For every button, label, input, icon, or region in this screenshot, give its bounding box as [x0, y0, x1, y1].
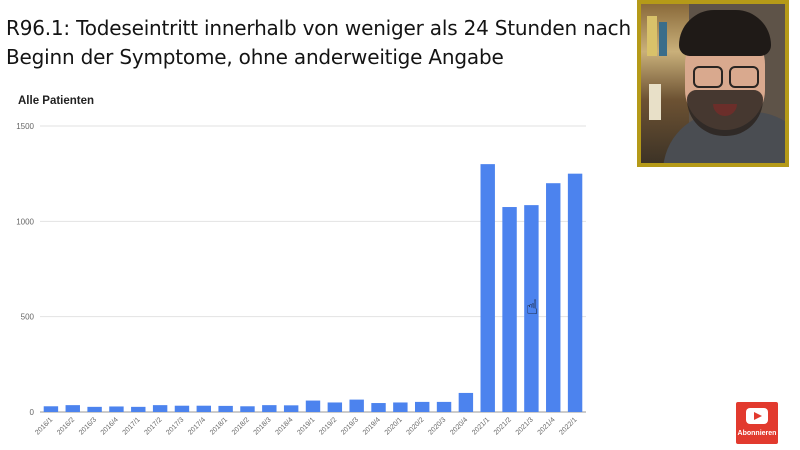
webcam-overlay: [637, 0, 789, 167]
glasses-left-lens: [693, 66, 723, 88]
x-tick-label: 2018/2: [231, 416, 251, 436]
x-tick-label: 2021/4: [537, 416, 557, 436]
x-tick-label: 2022/1: [558, 416, 578, 436]
book: [649, 84, 661, 120]
x-tick-label: 2016/1: [34, 416, 54, 436]
x-tick-label: 2019/4: [362, 416, 382, 436]
x-tick-label: 2017/3: [165, 416, 185, 436]
bar: [349, 399, 364, 412]
youtube-play-icon: [746, 408, 768, 424]
bar: [174, 405, 190, 412]
chart-title: Alle Patienten: [18, 95, 95, 107]
slide-title-line-2: Beginn der Symptome, ohne anderweitige A…: [6, 45, 504, 69]
x-tick-label: 2020/3: [427, 416, 447, 436]
x-tick-label: 2021/3: [515, 416, 535, 436]
x-tick-label: 2019/3: [340, 416, 360, 436]
bar: [546, 183, 561, 412]
bar: [109, 406, 124, 412]
bar: [262, 405, 277, 412]
x-tick-label: 2017/1: [122, 416, 142, 436]
bar: [283, 405, 299, 412]
bar: [480, 164, 495, 412]
bar: [524, 205, 539, 412]
x-tick-label: 2021/1: [471, 416, 491, 436]
book: [659, 22, 667, 56]
y-tick-label: 1000: [16, 217, 34, 226]
x-tick-label: 2017/4: [187, 416, 207, 436]
x-tick-label: 2021/2: [493, 416, 513, 436]
hand-cursor-icon: ☝: [526, 297, 539, 319]
bar: [567, 173, 583, 412]
bar: [152, 405, 168, 412]
x-tick-label: 2016/3: [78, 416, 98, 436]
bar: [65, 405, 80, 412]
x-tick-label: 2018/4: [274, 416, 294, 436]
bar: [393, 402, 408, 412]
bar: [502, 207, 517, 412]
slide-title: R96.1: Todeseintritt innerhalb von wenig…: [6, 14, 646, 72]
bar: [131, 406, 146, 412]
bar: [87, 406, 102, 412]
person-mouth: [713, 104, 737, 116]
x-tick-label: 2016/4: [100, 416, 120, 436]
book: [647, 16, 657, 56]
x-tick-label: 2019/1: [296, 416, 316, 436]
x-tick-label: 2016/2: [56, 416, 76, 436]
x-tick-label: 2017/2: [143, 416, 163, 436]
y-tick-label: 500: [21, 313, 35, 322]
y-tick-label: 1500: [16, 122, 34, 131]
y-tick-label: 0: [30, 408, 35, 417]
glasses-right-lens: [729, 66, 759, 88]
x-tick-label: 2019/2: [318, 416, 338, 436]
x-tick-label: 2018/1: [209, 416, 229, 436]
x-tick-label: 2020/1: [384, 416, 404, 436]
x-tick-label: 2018/3: [253, 416, 273, 436]
bar: [414, 401, 430, 412]
subscribe-label: Abonnieren: [737, 430, 777, 437]
slide-title-line-1: R96.1: Todeseintritt innerhalb von wenig…: [6, 16, 631, 40]
bar: [196, 405, 212, 412]
bar: [218, 405, 233, 412]
x-tick-label: 2020/2: [406, 416, 426, 436]
person-hair: [679, 10, 771, 56]
bar: [371, 403, 386, 412]
bar: [327, 402, 343, 412]
bar: [436, 401, 452, 412]
bar: [458, 392, 474, 412]
subscribe-button[interactable]: Abonnieren: [736, 402, 778, 444]
bar: [43, 406, 59, 412]
bar: [240, 406, 255, 412]
x-tick-label: 2020/4: [449, 416, 469, 436]
bar: [305, 400, 321, 412]
